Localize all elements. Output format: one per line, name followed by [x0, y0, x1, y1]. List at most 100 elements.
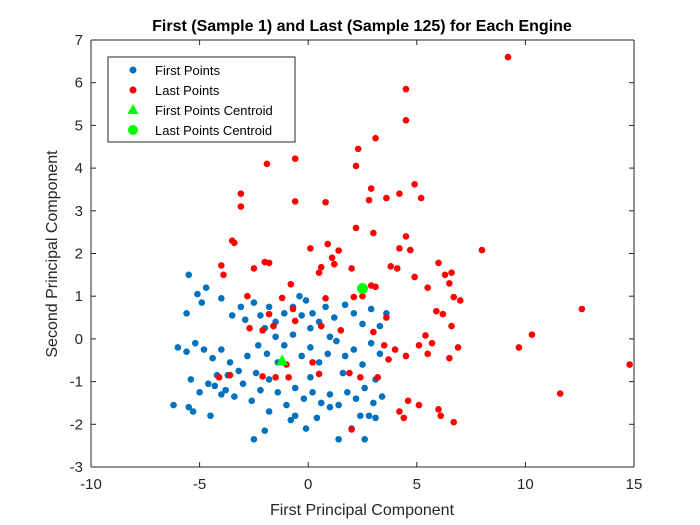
data-point	[424, 350, 431, 358]
data-point	[411, 273, 418, 281]
data-point	[298, 352, 305, 360]
series-3	[357, 283, 368, 295]
data-point	[361, 435, 368, 443]
data-point	[198, 299, 206, 306]
data-point	[265, 259, 273, 267]
data-point	[259, 373, 266, 380]
data-point	[250, 299, 258, 306]
data-point	[237, 203, 245, 210]
data-point	[235, 367, 242, 375]
data-point	[315, 359, 323, 366]
data-point	[220, 271, 227, 279]
data-point	[326, 391, 334, 398]
legend: First Points Last Points First Points Ce…	[107, 56, 296, 143]
data-point	[357, 412, 364, 420]
data-point	[402, 352, 410, 360]
data-point	[383, 194, 390, 202]
data-point	[337, 327, 345, 334]
data-point	[313, 414, 321, 422]
data-point	[396, 190, 403, 198]
x-tick-label: -5	[193, 476, 206, 493]
data-point	[383, 314, 390, 321]
data-point	[272, 374, 279, 381]
y-tick-label: 7	[75, 32, 83, 49]
data-point	[322, 198, 329, 206]
y-tick-label: 2	[75, 246, 83, 263]
y-tick-label: -3	[70, 459, 83, 476]
data-point	[289, 305, 297, 313]
data-point	[433, 307, 440, 315]
data-point	[435, 406, 442, 413]
data-point	[291, 412, 299, 420]
data-point	[454, 344, 462, 351]
data-point	[231, 239, 238, 247]
legend-marker-last-centroid	[128, 125, 138, 135]
data-point	[302, 297, 310, 304]
x-tick-label: 15	[626, 476, 643, 493]
data-point	[326, 403, 334, 411]
data-point	[246, 324, 253, 332]
data-point	[515, 344, 523, 351]
data-point	[359, 361, 366, 368]
data-point	[415, 342, 423, 349]
data-point	[263, 160, 271, 168]
data-point	[265, 376, 273, 383]
data-point	[215, 374, 223, 381]
data-point	[285, 374, 292, 381]
data-point	[478, 246, 486, 254]
data-point	[406, 246, 414, 254]
data-point	[196, 388, 203, 396]
data-point	[422, 332, 429, 339]
data-point	[226, 371, 234, 379]
data-point	[281, 342, 288, 349]
data-point	[300, 395, 308, 402]
legend-marker-last-points	[129, 86, 137, 94]
data-point	[354, 145, 362, 153]
data-point	[330, 314, 338, 321]
data-point	[237, 303, 245, 311]
data-point	[359, 292, 366, 300]
data-point	[335, 247, 342, 254]
data-point	[270, 322, 277, 330]
data-point	[307, 374, 314, 381]
series-layer	[170, 53, 633, 443]
data-point	[322, 295, 329, 302]
legend-label-last-centroid: Last Points Centroid	[155, 123, 272, 138]
data-point	[326, 333, 334, 341]
data-point	[218, 391, 225, 398]
legend-item-first-points: First Points	[129, 63, 221, 78]
data-point	[450, 418, 458, 426]
data-point	[226, 359, 234, 366]
data-point	[170, 401, 177, 409]
data-point	[343, 388, 351, 396]
data-point	[254, 342, 262, 349]
legend-item-first-centroid: First Points Centroid	[127, 103, 273, 118]
data-point	[211, 382, 219, 390]
data-point	[244, 352, 251, 360]
data-point	[348, 426, 355, 433]
data-point	[287, 416, 295, 424]
data-point	[259, 327, 266, 334]
data-point	[187, 376, 195, 383]
data-point	[393, 265, 401, 272]
data-point	[339, 369, 347, 377]
data-point	[185, 271, 193, 279]
y-tick-label: -2	[70, 416, 83, 433]
data-point	[448, 322, 455, 330]
data-point	[291, 317, 299, 325]
y-tick-label: 6	[75, 75, 83, 92]
data-point	[183, 348, 190, 356]
data-point	[265, 303, 273, 311]
data-point	[333, 337, 340, 345]
data-point	[218, 346, 225, 353]
data-point	[402, 116, 410, 124]
data-point	[372, 134, 379, 142]
data-point	[352, 224, 360, 232]
data-point	[456, 297, 464, 304]
data-point	[298, 312, 305, 319]
data-point	[261, 427, 269, 435]
data-point	[317, 399, 325, 407]
data-point	[387, 263, 395, 270]
data-point	[361, 384, 368, 392]
